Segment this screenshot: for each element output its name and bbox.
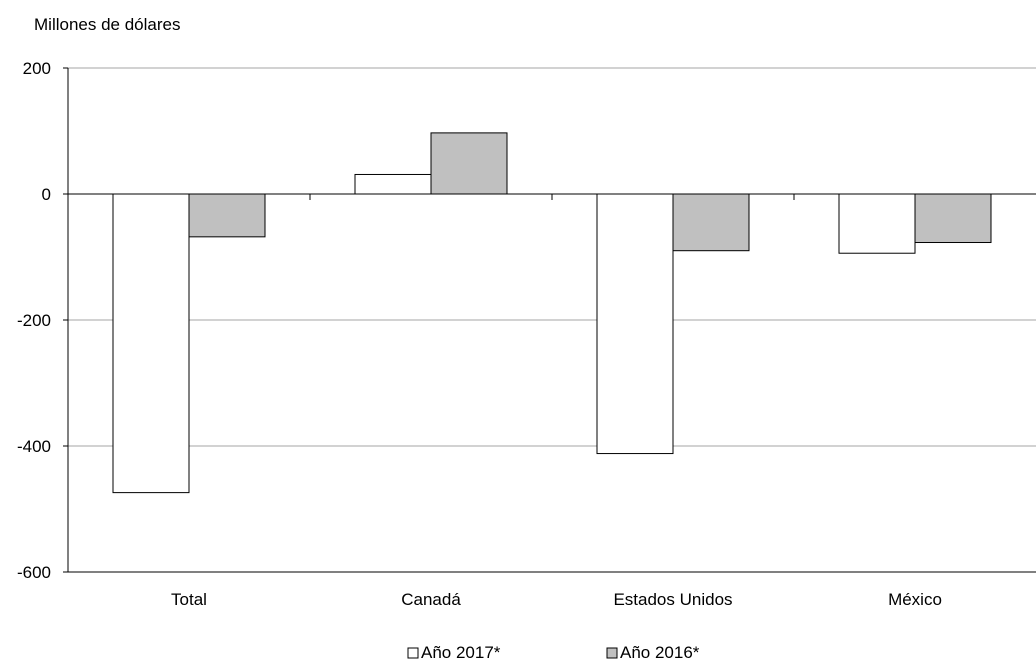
bar-2017-0 (112, 193, 190, 494)
axes (63, 67, 1036, 573)
bar-2016-1 (430, 132, 508, 195)
legend-swatch-2017 (407, 647, 419, 659)
bar-2017-1 (354, 173, 432, 195)
y-tick-labels: -600 -400 -200 0 200 (17, 59, 51, 582)
legend-label-2016: Año 2016* (620, 643, 700, 662)
bar-2017-2 (596, 193, 674, 455)
x-category-label: Canadá (401, 590, 461, 609)
legend: Año 2017* Año 2016* (407, 643, 700, 662)
bar-2016-0 (188, 193, 266, 238)
y-tick-label: -600 (17, 563, 51, 582)
y-tick-label: 0 (42, 185, 51, 204)
legend-swatch-2016 (606, 647, 618, 659)
y-tick-label: 200 (23, 59, 51, 78)
x-category-label: Total (171, 590, 207, 609)
bar-2017-3 (838, 193, 916, 254)
legend-label-2017: Año 2017* (421, 643, 501, 662)
y-tick-label: -200 (17, 311, 51, 330)
y-tick-label: -400 (17, 437, 51, 456)
gridlines (68, 67, 1036, 447)
x-category-label: Estados Unidos (613, 590, 732, 609)
y-axis-title: Millones de dólares (34, 15, 180, 34)
x-category-label: México (888, 590, 942, 609)
bar-2016-2 (672, 193, 750, 252)
bar-2016-3 (914, 193, 992, 244)
bars (112, 132, 992, 494)
x-category-labels: Total Canadá Estados Unidos México (171, 590, 942, 609)
